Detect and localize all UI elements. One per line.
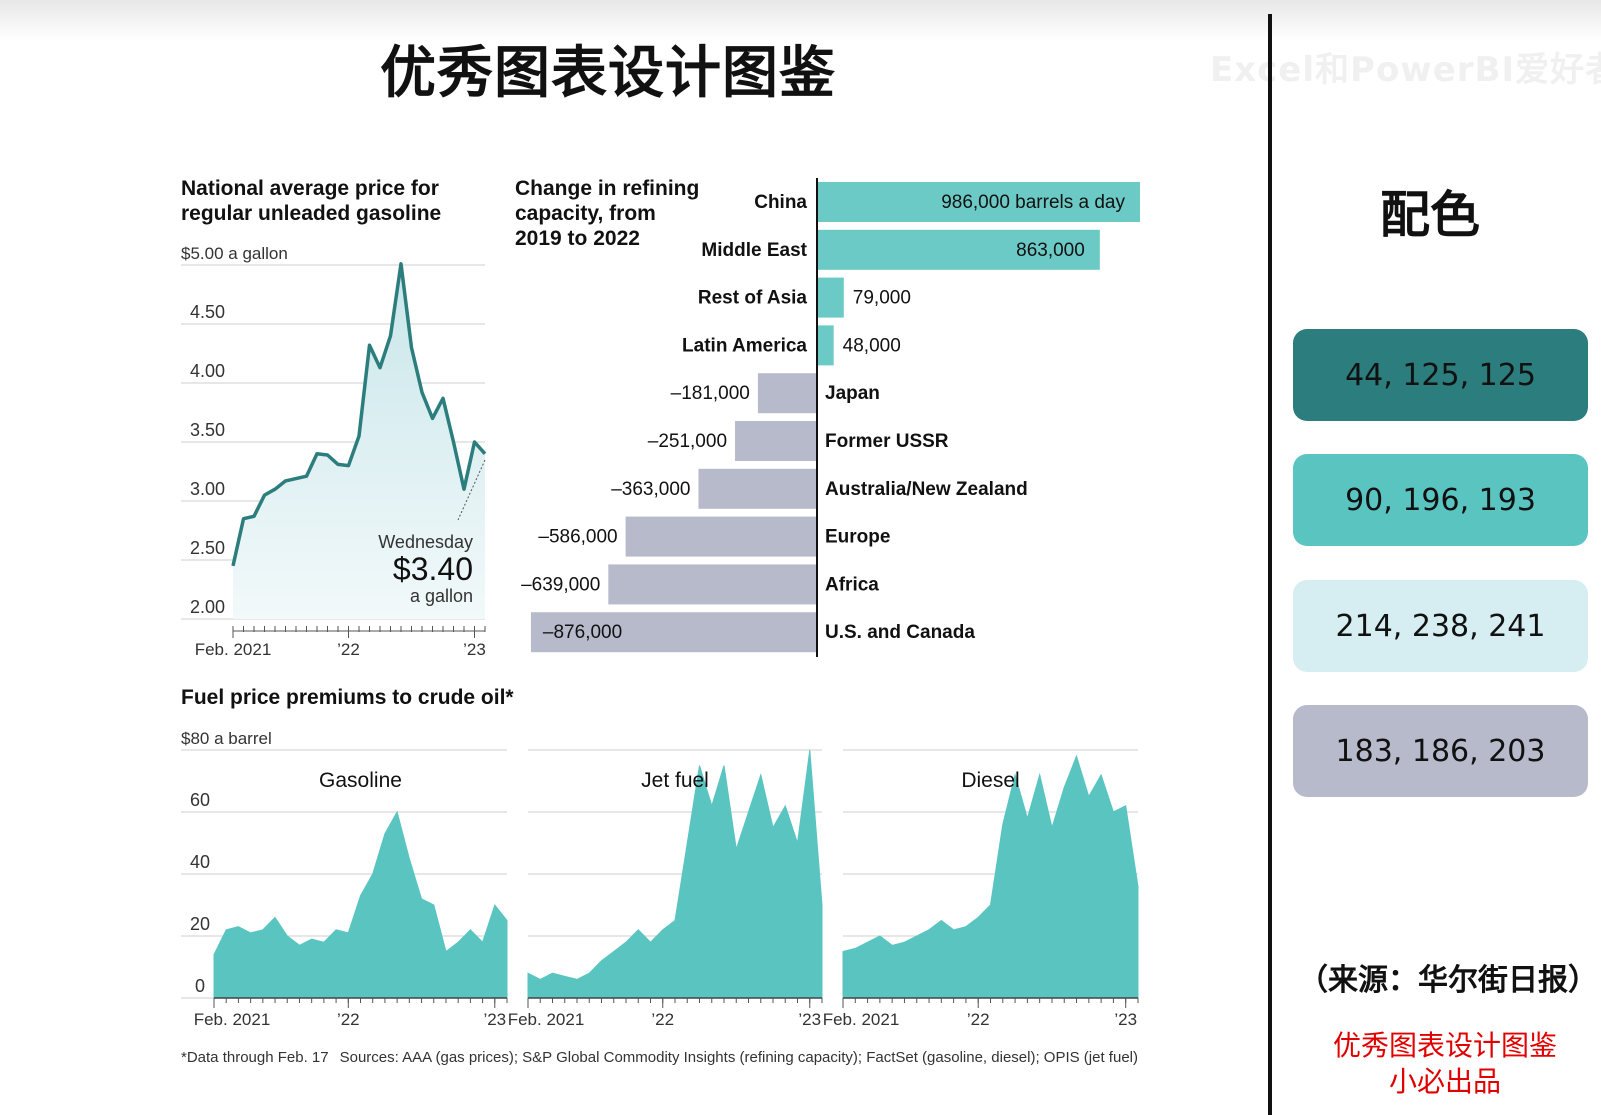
premiums-xtick-label: ’22 [651, 1010, 674, 1029]
premiums-panel-title: Diesel [961, 769, 1019, 792]
swatch-2-label: 90, 196, 193 [1345, 482, 1536, 518]
gas-ytick-label: 2.00 [190, 597, 225, 617]
swatch-2: 90, 196, 193 [1293, 454, 1588, 546]
refining-category-label: Japan [825, 383, 880, 404]
credit-line1: 优秀图表设计图鉴 [1332, 1029, 1557, 1062]
refining-title-line1: Change in refining [515, 177, 699, 200]
refining-category-label: Europe [825, 527, 890, 548]
gas-xtick-label: Feb. 2021 [195, 640, 272, 659]
gas-price-area [233, 263, 485, 619]
premiums-panel-title: Jet fuel [641, 769, 709, 792]
refining-bar [818, 182, 1140, 222]
refining-category-label: Rest of Asia [698, 288, 808, 309]
refining-bar [698, 468, 816, 509]
top-fade [0, 0, 1601, 40]
credit: 优秀图表设计图鉴 小必出品 [1300, 1028, 1590, 1100]
premiums-xtick-label: ’22 [967, 1010, 990, 1029]
refining-bar [818, 229, 1100, 270]
refining-bar [625, 516, 816, 557]
gas-ytick-label: $5.00 a gallon [181, 244, 288, 263]
refining-value-label: –586,000 [538, 527, 617, 548]
premiums-ytick-label: 40 [190, 852, 210, 872]
refining-bar [818, 277, 844, 318]
premiums-xtick-label: ’23 [483, 1010, 506, 1029]
premiums-xtick-label: Feb. 2021 [508, 1010, 585, 1029]
swatch-4-label: 183, 186, 203 [1335, 733, 1546, 769]
gas-ytick-label: 4.00 [190, 361, 225, 381]
refining-value-label: –876,000 [543, 622, 622, 643]
premiums-xtick-label: ’22 [337, 1010, 360, 1029]
divider [1268, 14, 1272, 1115]
swatch-3: 214, 238, 241 [1293, 580, 1588, 672]
gas-chart-title-line2: regular unleaded gasoline [181, 202, 441, 225]
refining-bar [757, 373, 816, 414]
refining-category-label: Middle East [701, 240, 807, 261]
refining-value-label: 863,000 [1016, 240, 1085, 261]
premiums-panel-title: Gasoline [319, 769, 402, 792]
refining-value-label: 48,000 [843, 335, 901, 356]
premiums-title: Fuel price premiums to crude oil* [181, 686, 514, 709]
premiums-unit-label: $80 a barrel [181, 729, 272, 748]
refining-value-label: –363,000 [611, 479, 690, 500]
gas-ytick-label: 2.50 [190, 538, 225, 558]
credit-line2: 小必出品 [1388, 1065, 1501, 1098]
premiums-area-0 [213, 810, 508, 999]
swatch-4: 183, 186, 203 [1293, 705, 1588, 797]
footnote: *Data through Feb. 17 [181, 1049, 329, 1066]
refining-category-label: Former USSR [825, 431, 949, 452]
premiums-xtick-label: ’23 [1114, 1010, 1137, 1029]
gas-annotation-unit: a gallon [410, 586, 473, 606]
gas-chart-title-line1: National average price for [181, 177, 439, 200]
refining-bar [608, 564, 816, 605]
premiums-xtick-label: ’23 [798, 1010, 821, 1029]
refining-value-label: –251,000 [648, 431, 727, 452]
swatch-1: 44, 125, 125 [1293, 329, 1588, 421]
gas-xtick-label: ’23 [463, 640, 486, 659]
refining-bar [818, 325, 834, 366]
refining-category-label: Australia/New Zealand [825, 479, 1028, 500]
sources: Sources: AAA (gas prices); S&P Global Co… [340, 1049, 1138, 1066]
refining-title-line2: capacity, from [515, 202, 656, 225]
infographic: National average price for regular unlea… [181, 177, 1140, 1066]
refining-value-label: –181,000 [671, 383, 750, 404]
page-title: 优秀图表设计图鉴 [380, 40, 836, 106]
refining-category-label: Africa [825, 574, 879, 595]
premiums-ytick-label: 0 [195, 976, 205, 996]
refining-category-label: China [754, 192, 807, 213]
gas-annotation-value: $3.40 [393, 551, 473, 587]
refining-value-label: 79,000 [853, 288, 911, 309]
source-note: （来源：华尔街日报） [1298, 963, 1598, 998]
refining-category-label: U.S. and Canada [825, 622, 975, 643]
gas-annotation-leader [457, 459, 486, 521]
refining-category-label: Latin America [682, 335, 807, 356]
premiums-xtick-label: Feb. 2021 [194, 1010, 271, 1029]
gas-xtick-label: ’22 [337, 640, 360, 659]
premiums-ytick-label: 60 [190, 790, 210, 810]
refining-value-label: –639,000 [521, 574, 600, 595]
palette-heading: 配色 [1380, 185, 1480, 244]
swatch-1-label: 44, 125, 125 [1345, 357, 1536, 393]
premiums-ytick-label: 20 [190, 914, 210, 934]
premiums-area-1 [527, 749, 823, 999]
premiums-xtick-label: Feb. 2021 [823, 1010, 900, 1029]
gas-annotation-day: Wednesday [378, 532, 473, 552]
gas-ytick-label: 3.00 [190, 479, 225, 499]
refining-value-label: 986,000 barrels a day [941, 192, 1125, 213]
refining-bar [530, 612, 816, 653]
swatch-3-label: 214, 238, 241 [1335, 608, 1546, 644]
gas-price-line [231, 262, 487, 567]
refining-title-line3: 2019 to 2022 [515, 227, 640, 250]
premiums-area-2 [842, 754, 1139, 999]
gas-ytick-label: 3.50 [190, 420, 225, 440]
refining-bar [735, 421, 816, 461]
gas-ytick-label: 4.50 [190, 302, 225, 322]
watermark: Excel和PowerBI爱好者 [1210, 50, 1601, 90]
